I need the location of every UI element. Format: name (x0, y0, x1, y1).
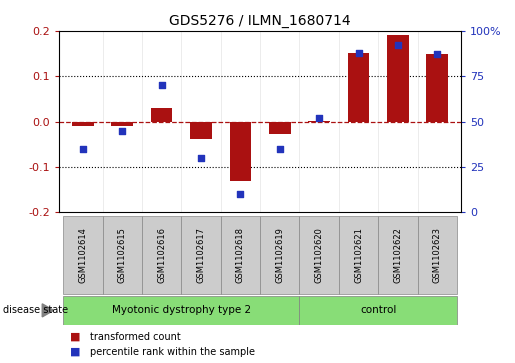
Bar (63, 296, 299, 325)
Point (236, 191, 245, 197)
Bar (72, 122, 94, 126)
Text: disease state: disease state (3, 305, 67, 315)
Bar (418, 216, 457, 294)
Bar (102, 216, 142, 294)
Point (315, 115, 323, 121)
Bar (111, 122, 133, 126)
Text: GSM1102620: GSM1102620 (315, 227, 323, 283)
Text: transformed count: transformed count (90, 332, 181, 342)
Bar (339, 216, 378, 294)
Text: GSM1102616: GSM1102616 (157, 227, 166, 283)
Bar (348, 53, 369, 122)
Bar (269, 122, 290, 134)
Bar (63, 216, 102, 294)
Bar (260, 216, 299, 294)
Bar (142, 216, 181, 294)
Point (354, 50, 363, 56)
Text: Myotonic dystrophy type 2: Myotonic dystrophy type 2 (112, 305, 251, 315)
Text: GSM1102617: GSM1102617 (197, 227, 205, 283)
Text: GSM1102623: GSM1102623 (433, 227, 442, 283)
Bar (299, 296, 457, 325)
Bar (387, 35, 409, 122)
Point (118, 128, 126, 134)
Bar (190, 122, 212, 139)
Text: GSM1102618: GSM1102618 (236, 227, 245, 283)
Text: percentile rank within the sample: percentile rank within the sample (90, 347, 255, 357)
Text: ■: ■ (70, 347, 80, 357)
Text: ■: ■ (70, 332, 80, 342)
Text: control: control (360, 305, 397, 315)
Point (433, 52, 441, 57)
Bar (230, 122, 251, 180)
Text: GSM1102615: GSM1102615 (118, 227, 127, 283)
Point (158, 82, 166, 88)
Point (276, 146, 284, 152)
Bar (181, 216, 221, 294)
Point (394, 42, 402, 48)
Bar (378, 216, 418, 294)
Title: GDS5276 / ILMN_1680714: GDS5276 / ILMN_1680714 (169, 15, 351, 28)
Polygon shape (42, 304, 54, 317)
Point (79, 146, 87, 152)
Text: GSM1102619: GSM1102619 (275, 227, 284, 283)
Text: GSM1102614: GSM1102614 (78, 227, 88, 283)
Bar (221, 216, 260, 294)
Text: GSM1102622: GSM1102622 (393, 227, 402, 283)
Bar (151, 108, 173, 122)
Bar (426, 53, 448, 122)
Text: GSM1102621: GSM1102621 (354, 227, 363, 283)
Point (197, 155, 205, 161)
Bar (308, 121, 330, 122)
Bar (299, 216, 339, 294)
